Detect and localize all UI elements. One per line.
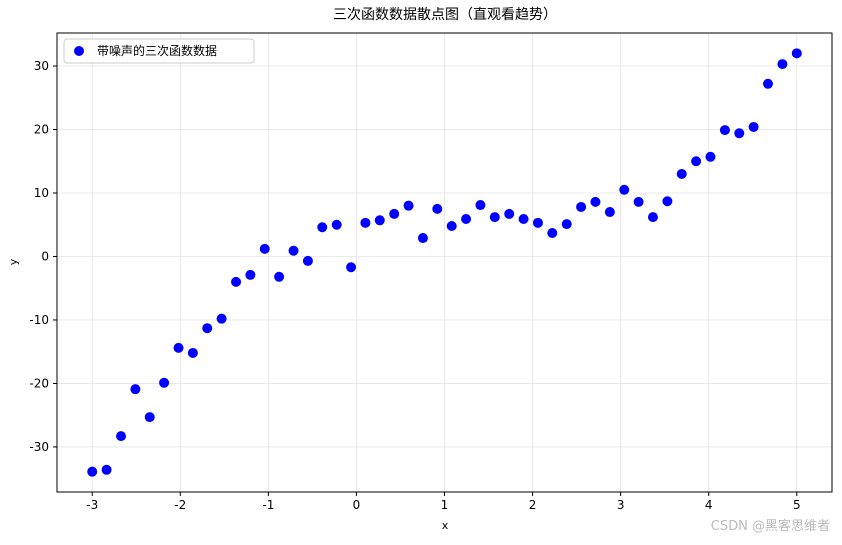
point <box>274 271 285 282</box>
x-tick-label: 4 <box>705 498 713 512</box>
point <box>87 466 98 477</box>
point <box>231 276 242 287</box>
y-tick-label: 10 <box>34 186 49 200</box>
point <box>791 48 802 59</box>
point <box>116 431 127 442</box>
point <box>619 184 630 195</box>
x-tick-label: 2 <box>529 498 537 512</box>
y-tick-label: 0 <box>41 249 49 263</box>
x-tick-label: 3 <box>617 498 625 512</box>
chart-title: 三次函数数据散点图（直观看趋势） <box>333 6 557 23</box>
point <box>245 269 256 280</box>
point <box>532 217 543 228</box>
y-tick-label: -10 <box>29 313 49 327</box>
point <box>633 196 644 207</box>
x-tick-label: 5 <box>793 498 801 512</box>
legend-marker <box>74 46 84 56</box>
point <box>346 262 357 273</box>
point <box>561 219 572 230</box>
x-tick-label: -1 <box>262 498 274 512</box>
x-tick-label: -3 <box>86 498 98 512</box>
y-tick-label: -30 <box>29 440 49 454</box>
legend-label: 带噪声的三次函数数据 <box>97 43 217 58</box>
y-axis-label: y <box>7 258 20 265</box>
point <box>547 227 558 238</box>
point <box>288 245 299 256</box>
point <box>302 255 313 266</box>
x-tick-label: 1 <box>441 498 449 512</box>
point <box>647 212 658 223</box>
point <box>662 196 673 207</box>
point <box>518 214 529 225</box>
point <box>417 233 428 244</box>
point <box>475 200 486 211</box>
point <box>446 220 457 231</box>
point <box>748 121 759 132</box>
point <box>216 313 227 324</box>
plot-frame <box>56 32 833 493</box>
point <box>101 464 112 475</box>
point <box>331 219 342 230</box>
point <box>489 212 500 223</box>
x-tick-label: -2 <box>174 498 186 512</box>
point <box>144 412 155 423</box>
point <box>159 377 170 388</box>
legend-box <box>63 38 255 64</box>
point <box>762 78 773 89</box>
y-tick-label: 30 <box>34 59 49 73</box>
point <box>734 128 745 139</box>
point <box>317 222 328 233</box>
point <box>187 347 198 358</box>
point <box>576 201 587 212</box>
y-tick-label: -20 <box>29 376 49 390</box>
point <box>202 323 213 334</box>
point <box>676 168 687 179</box>
point <box>389 208 400 219</box>
point <box>604 207 615 218</box>
watermark: CSDN @黑客思维者 <box>711 518 830 534</box>
point <box>777 59 788 70</box>
point <box>374 215 385 226</box>
point <box>259 243 270 254</box>
point <box>705 151 716 162</box>
x-axis-label: x <box>442 519 449 532</box>
point <box>432 203 443 214</box>
point <box>719 125 730 136</box>
point <box>173 342 184 353</box>
point <box>130 384 141 395</box>
point <box>691 156 702 167</box>
y-tick-label: 20 <box>34 122 49 136</box>
point <box>403 200 414 211</box>
point <box>590 196 601 207</box>
point <box>461 214 472 225</box>
point <box>504 208 515 219</box>
x-tick-label: 0 <box>353 498 361 512</box>
point <box>360 217 371 228</box>
